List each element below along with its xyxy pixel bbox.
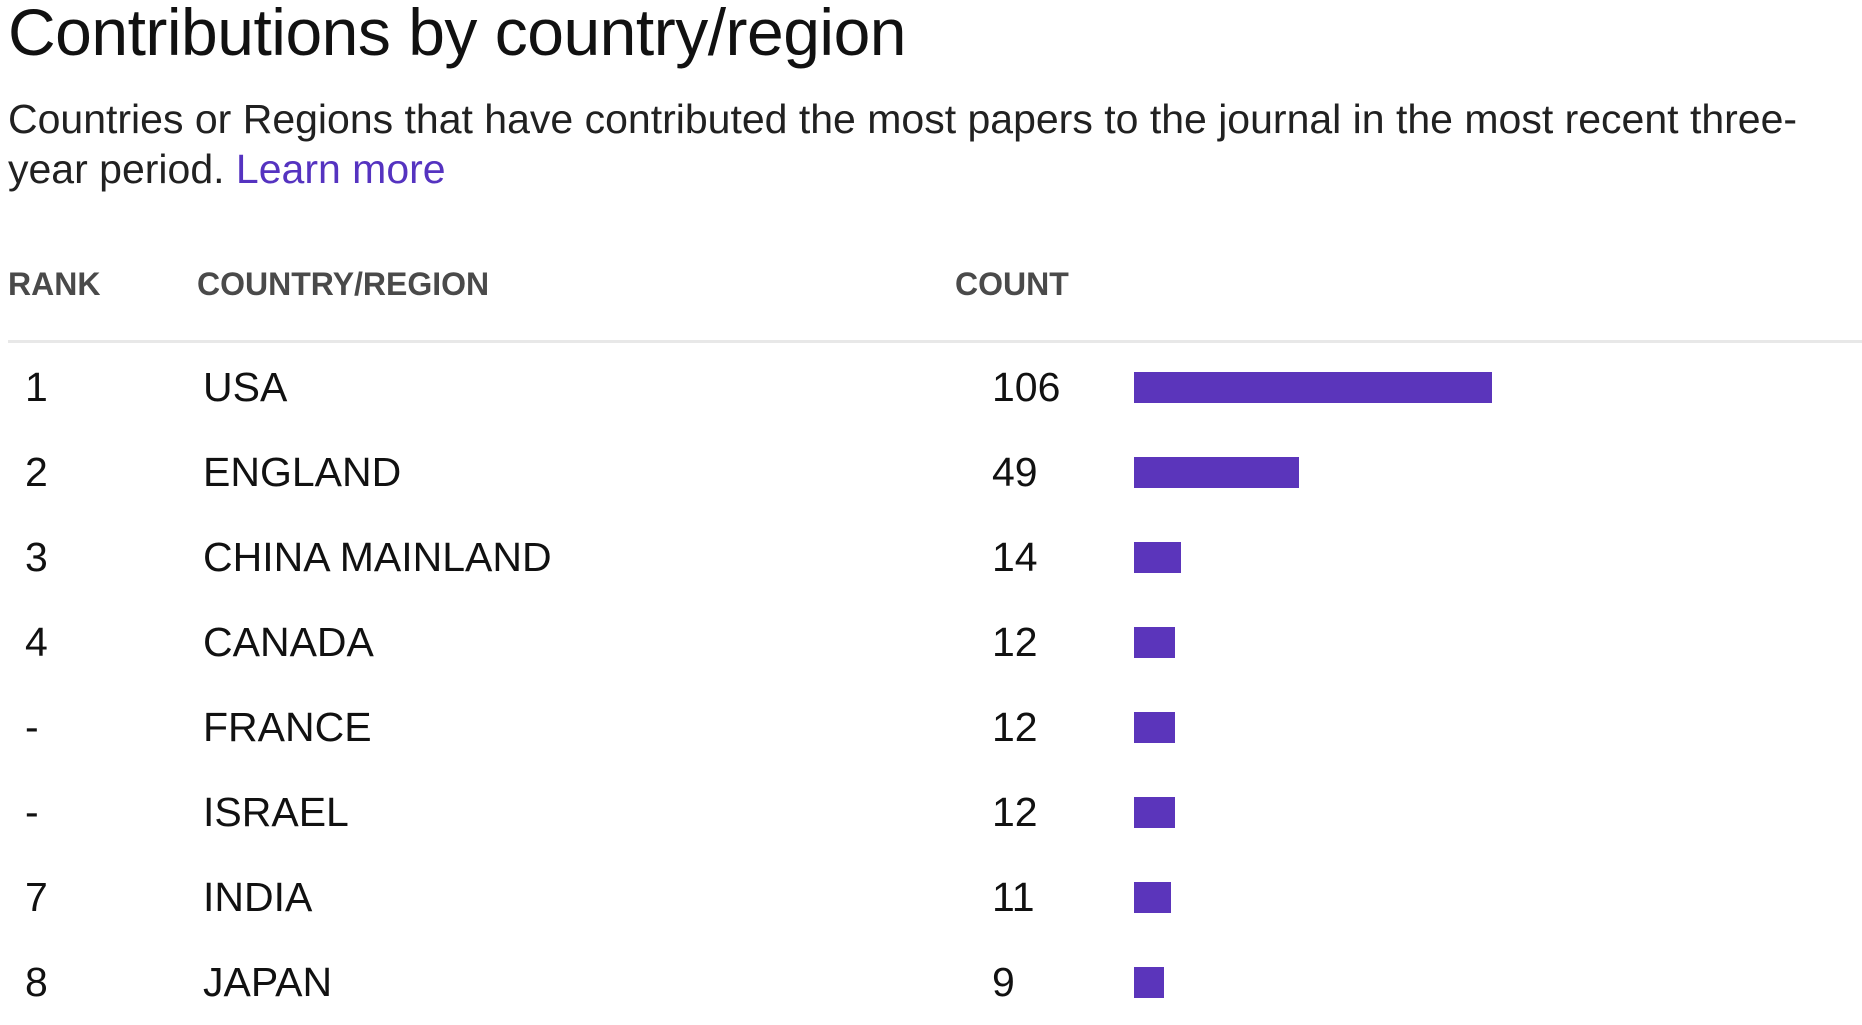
table-row: 3 CHINA MAINLAND 14 (0, 515, 1862, 600)
bar-track (1134, 542, 1492, 573)
country-cell: ENGLAND (203, 449, 402, 495)
count-cell: 49 (992, 449, 1038, 495)
bar-track (1134, 627, 1492, 658)
table-row: 2 ENGLAND 49 (0, 430, 1862, 515)
rank-cell: 3 (25, 534, 48, 580)
table-row: 4 CANADA 12 (0, 600, 1862, 685)
count-bar (1134, 627, 1175, 658)
rank-cell: - (25, 789, 39, 835)
rank-cell: - (25, 704, 39, 750)
count-cell: 106 (992, 364, 1061, 410)
count-bar (1134, 542, 1182, 573)
column-header-rank: RANK (8, 266, 101, 302)
count-bar (1134, 712, 1175, 743)
rank-cell: 2 (25, 449, 48, 495)
count-cell: 12 (992, 789, 1038, 835)
header-divider (8, 340, 1862, 343)
count-cell: 12 (992, 704, 1038, 750)
country-cell: USA (203, 364, 288, 410)
learn-more-link[interactable]: Learn more (235, 146, 446, 192)
rank-cell: 8 (25, 959, 48, 1005)
bar-track (1134, 797, 1492, 828)
country-cell: INDIA (203, 874, 313, 920)
count-bar (1134, 967, 1165, 998)
column-header-country: COUNTRY/REGION (197, 266, 490, 302)
rank-cell: 1 (25, 364, 48, 410)
count-bar (1134, 882, 1172, 913)
country-cell: CHINA MAINLAND (203, 534, 552, 580)
count-cell: 14 (992, 534, 1038, 580)
country-cell: FRANCE (203, 704, 372, 750)
count-cell: 12 (992, 619, 1038, 665)
rank-cell: 4 (25, 619, 48, 665)
country-cell: JAPAN (203, 959, 333, 1005)
count-bar (1134, 797, 1175, 828)
count-bar (1134, 457, 1300, 488)
bar-track (1134, 967, 1492, 998)
description-text: Countries or Regions that have contribut… (8, 96, 1798, 192)
table-row: - ISRAEL 12 (0, 770, 1862, 855)
count-cell: 9 (992, 959, 1015, 1005)
column-header-count: COUNT (955, 266, 1069, 302)
country-cell: CANADA (203, 619, 374, 665)
count-cell: 11 (992, 874, 1035, 920)
table-row: 1 USA 106 (0, 345, 1862, 430)
bar-track (1134, 882, 1492, 913)
table-row: 8 JAPAN 9 (0, 940, 1862, 1025)
page-title: Contributions by country/region (8, 0, 907, 69)
bar-track (1134, 712, 1492, 743)
bar-track (1134, 372, 1492, 403)
table-row: - FRANCE 12 (0, 685, 1862, 770)
rank-cell: 7 (25, 874, 48, 920)
page-description: Countries or Regions that have contribut… (8, 94, 1858, 194)
bar-track (1134, 457, 1492, 488)
count-bar (1134, 372, 1492, 403)
country-cell: ISRAEL (203, 789, 349, 835)
table-row: 7 INDIA 11 (0, 855, 1862, 940)
